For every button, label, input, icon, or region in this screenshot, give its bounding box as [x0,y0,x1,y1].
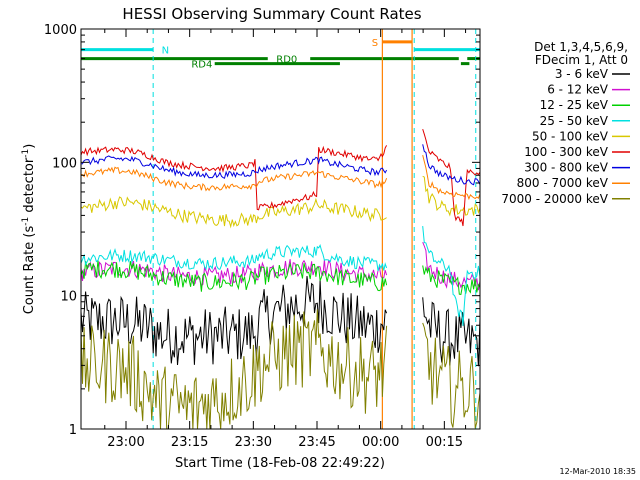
footer-timestamp: 12-Mar-2010 18:35 [560,467,637,476]
y-axis-label-mid: detector [22,157,37,217]
legend: Det 1,3,4,5,6,9, FDecim 1, Att 0 3 - 6 k… [501,40,630,206]
x-tick-label-23-15: 23:15 [171,435,208,450]
legend-label-3-6-kev: 3 - 6 keV [555,67,609,81]
series-line-6-12-kev [80,242,481,291]
y-axis-label-main: Count Rate (s [22,226,37,315]
y-tick-label-100: 100 [52,156,77,171]
flag-label-rd0: RD0 [276,55,297,66]
legend-label-50-100-kev: 50 - 100 keV [532,129,609,143]
x-axis-label: Start Time (18-Feb-08 22:49:22) [175,456,385,471]
legend-label-6-12-kev: 6 - 12 keV [547,83,609,97]
series-lines [80,128,481,430]
x-tick-label-00-00: 00:00 [362,435,399,450]
y-axis-label: Count Rate (s-1 detector-1) [21,144,37,315]
legend-label-7000-20000-kev: 7000 - 20000 keV [501,192,608,206]
y-tick-label-1000: 1000 [44,23,77,38]
y-axis-ticks: 1 10 100 1000 [44,23,480,438]
legend-label-12-25-kev: 12 - 25 keV [540,98,609,112]
series-line-100-300-kev [80,128,481,227]
x-tick-label-23-45: 23:45 [298,435,335,450]
x-tick-label-00-15: 00:15 [426,435,463,450]
series-line-12-25-kev [80,260,481,295]
plot-frame [80,28,481,430]
y-axis-label-sup1: -1 [21,217,31,226]
series-line-3-6-kev [80,275,481,367]
flag-label-s: S [372,38,378,49]
y-axis-label-sup2: -1 [21,149,31,158]
series-line-50-100-kev [80,175,481,229]
chart-title: HESSI Observing Summary Count Rates [122,5,421,23]
legend-label-100-300-kev: 100 - 300 keV [524,145,608,159]
legend-header-2: FDecim 1, Att 0 [535,53,628,67]
flag-label-n: N [162,46,169,57]
y-tick-label-1: 1 [69,423,77,438]
x-axis-ticks: 23:00 23:15 23:30 23:45 00:00 00:15 [104,29,467,450]
legend-label-300-800-kev: 300 - 800 keV [524,161,608,175]
legend-header-1: Det 1,3,4,5,6,9, [534,40,628,54]
series-line-7000-20000-kev [80,309,481,430]
series-line-300-800-kev [80,144,481,186]
legend-label-800-7000-kev: 800 - 7000 keV [517,176,609,190]
legend-label-25-50-kev: 25 - 50 keV [540,114,609,128]
y-tick-label-10: 10 [60,290,77,305]
y-axis-label-end: ) [22,144,37,149]
vertical-markers [80,29,477,429]
flag-label-rd4: RD4 [191,60,212,71]
x-tick-label-23-30: 23:30 [235,435,272,450]
series-line-800-7000-kev [80,154,481,201]
series-line-25-50-kev [80,226,481,327]
x-tick-label-23-00: 23:00 [107,435,144,450]
flag-bars: N S RD0 RD4 [81,38,480,71]
